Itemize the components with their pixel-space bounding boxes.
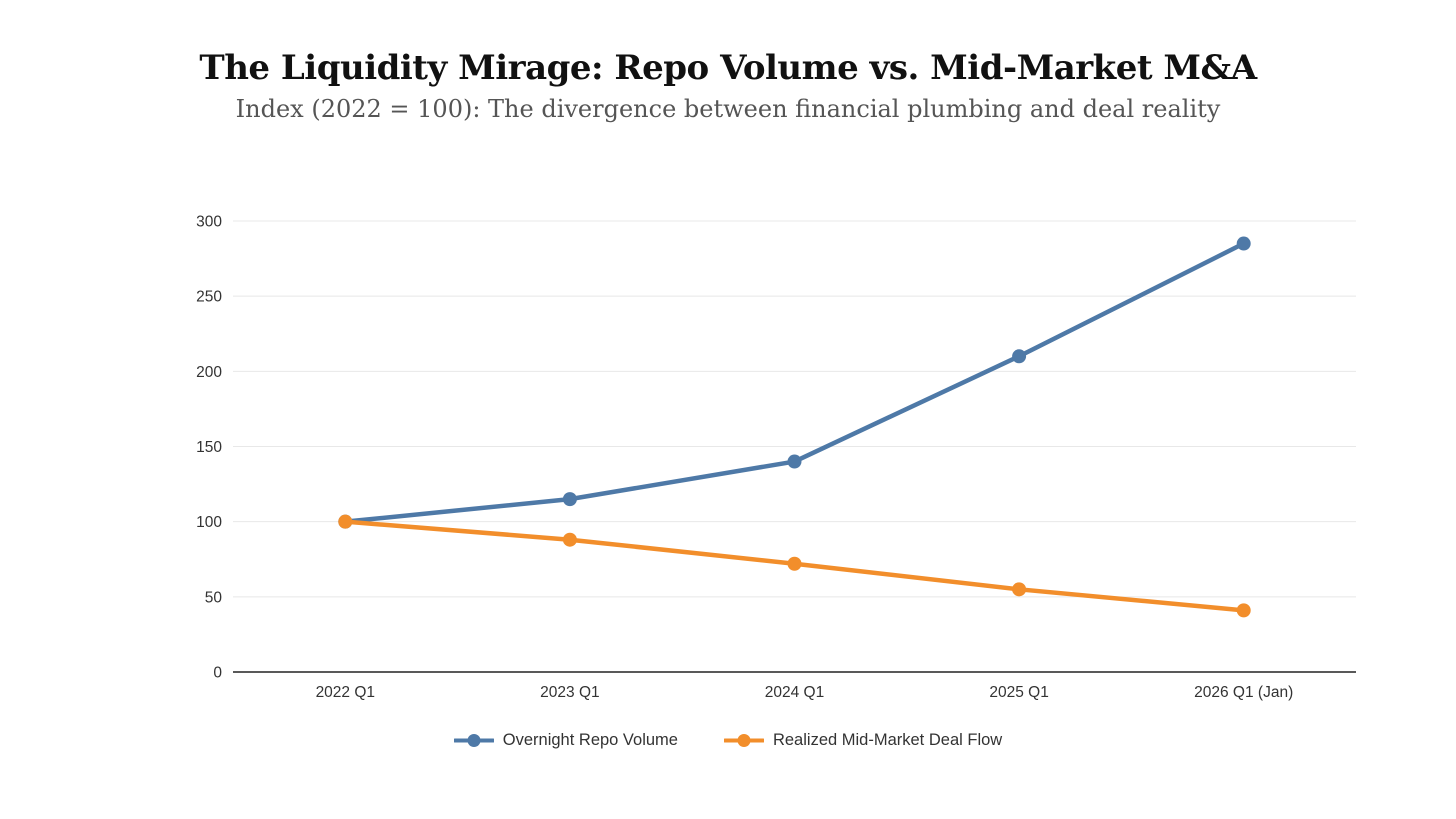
series-line-0 xyxy=(343,241,1246,524)
y-axis-tick-label: 50 xyxy=(205,589,223,606)
x-axis-tick-label: 2024 Q1 xyxy=(765,684,824,701)
data-point xyxy=(1236,603,1251,618)
chart-title: The Liquidity Mirage: Repo Volume vs. Mi… xyxy=(199,48,1257,88)
x-axis-tick-label: 2026 Q1 (Jan) xyxy=(1194,684,1293,701)
legend-item-repo-volume: Overnight Repo Volume xyxy=(453,731,678,750)
y-axis-tick-label: 200 xyxy=(196,364,222,381)
chart-subtitle: Index (2022 = 100): The divergence betwe… xyxy=(235,95,1221,123)
x-axis-tick-label: 2022 Q1 xyxy=(316,684,375,701)
y-axis-tick-label: 0 xyxy=(213,665,222,682)
data-point xyxy=(562,532,577,547)
data-point xyxy=(787,454,802,469)
x-axis-tick-label: 2023 Q1 xyxy=(540,684,599,701)
y-axis-tick-label: 100 xyxy=(196,514,222,531)
data-point xyxy=(787,556,802,571)
data-point xyxy=(338,514,353,529)
x-axis-tick-label: 2025 Q1 xyxy=(989,684,1048,701)
legend-label: Overnight Repo Volume xyxy=(502,731,678,749)
chart-legend: Overnight Repo Volume Realized Mid-Marke… xyxy=(0,731,1456,750)
y-axis-tick-label: 150 xyxy=(196,439,222,456)
legend-label: Realized Mid-Market Deal Flow xyxy=(772,731,1003,749)
legend-item-deal-flow: Realized Mid-Market Deal Flow xyxy=(723,731,1003,750)
legend-swatch-line-dot-icon xyxy=(723,734,764,747)
data-point xyxy=(1236,236,1251,251)
data-point xyxy=(1012,582,1027,597)
legend-swatch-line-dot-icon xyxy=(453,734,494,747)
y-axis-tick-label: 250 xyxy=(196,289,222,306)
y-axis-tick-label: 300 xyxy=(196,214,222,231)
data-point xyxy=(562,492,577,507)
data-point xyxy=(1012,349,1027,364)
